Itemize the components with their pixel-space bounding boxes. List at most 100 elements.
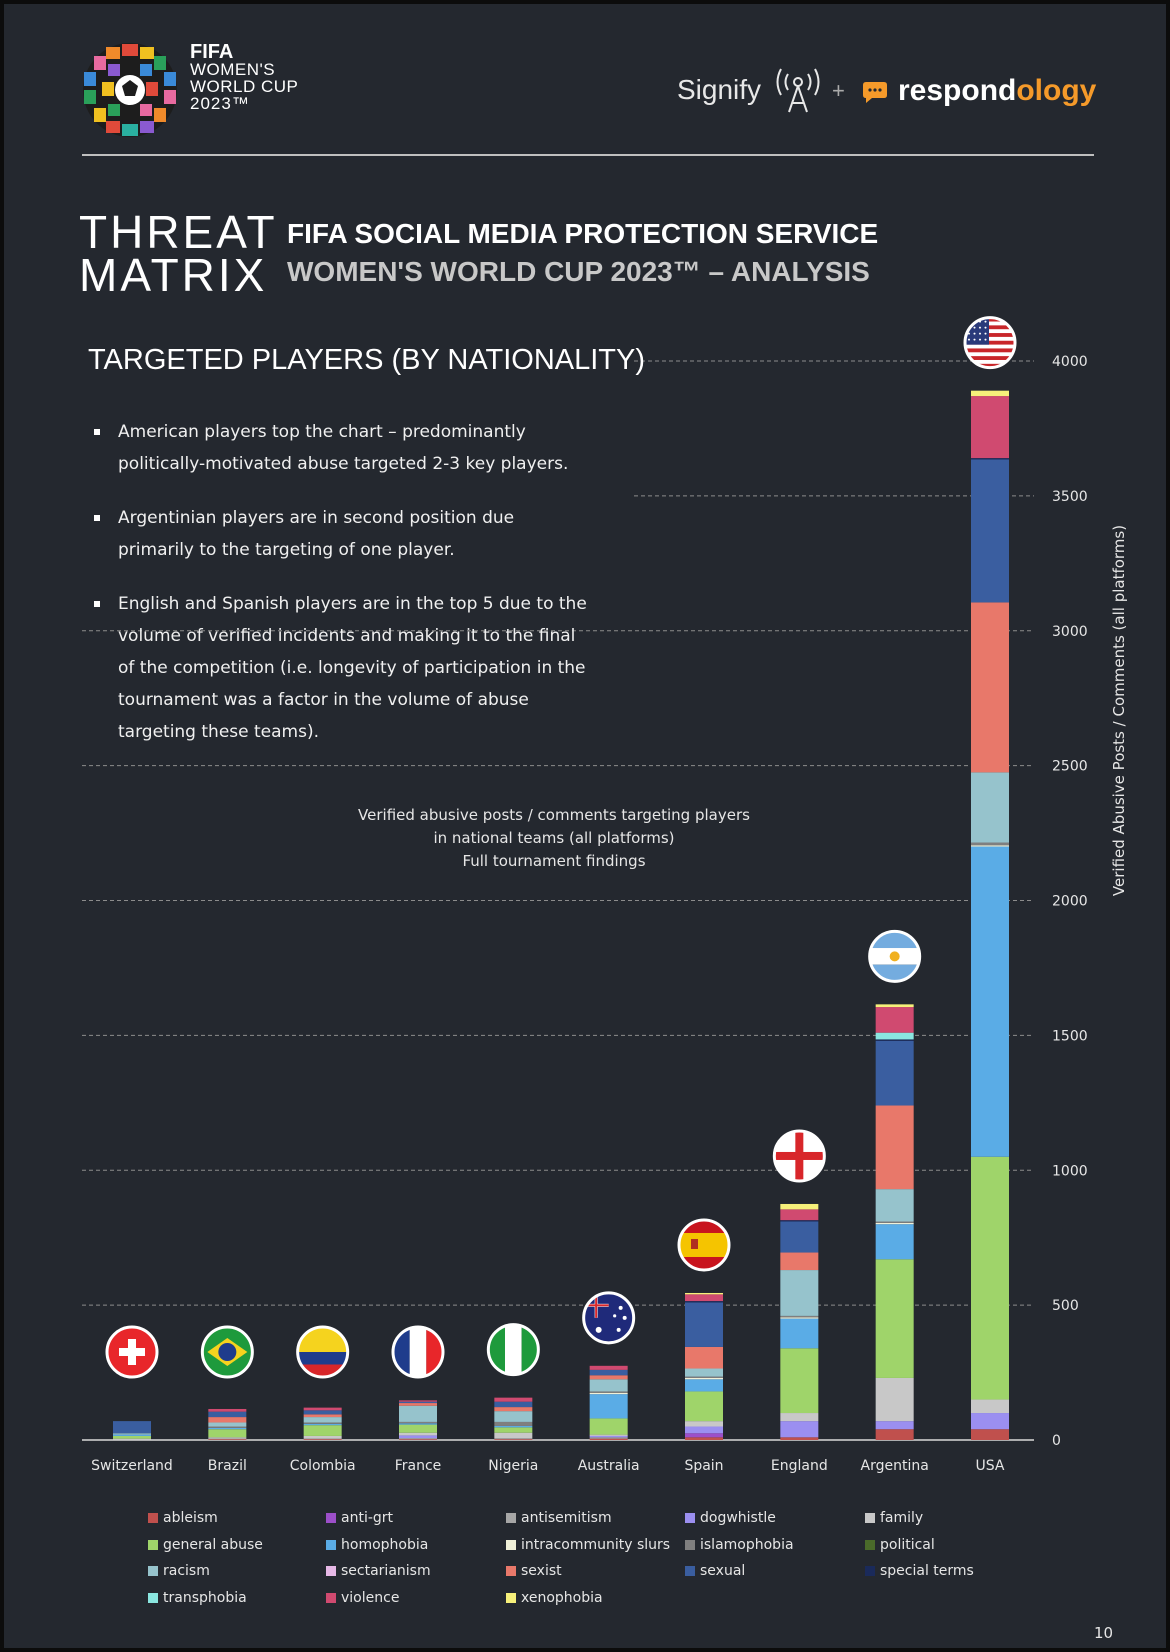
legend-label: islamophobia [700,1536,794,1553]
bar-segment [208,1408,247,1412]
legend-label: homophobia [341,1536,429,1553]
bar-segment [208,1411,247,1418]
section-heading: TARGETED PLAYERS (BY NATIONALITY) [88,344,646,376]
bar-segment [971,772,1009,843]
bar-segment [780,1220,819,1222]
bar-segment [875,1259,914,1378]
legend-swatch [506,1592,516,1603]
bar-segment [971,396,1009,459]
bar-segment [399,1439,437,1440]
bar-segment [589,1418,628,1435]
australia-flag-icon [582,1291,636,1345]
bar-segment [589,1438,628,1440]
bar-segment [685,1433,723,1438]
bar-segment [780,1413,819,1422]
bar-segment [303,1425,342,1436]
legend-label: intracommunity slurs [521,1536,671,1553]
bar-segment [685,1292,723,1295]
page-number: 10 [1094,1624,1114,1642]
respondology-chat-icon [863,82,887,103]
bar-segment [399,1400,437,1402]
threat-matrix-logo-line2: MATRIX [79,249,268,301]
fifa-logo-line1: FIFA [190,41,234,63]
bar-segment [875,1189,914,1222]
signify-logo: Signify [677,74,762,105]
bar-segment [399,1405,437,1422]
chart-caption-line3: Full tournament findings [462,852,646,870]
chart-caption: Verified abusive posts / comments target… [304,804,804,873]
x-tick-label: USA [976,1458,1005,1474]
legend-swatch [865,1513,875,1523]
bar-segment [875,1222,914,1225]
bar-segment [971,458,1009,460]
legend-swatch [506,1539,516,1550]
legend-swatch [148,1592,158,1603]
bar-segment [780,1270,819,1316]
bar-segment [971,390,1009,397]
respondology-logo-accent: ology [1016,74,1097,107]
finding-text: English and Spanish players are in the t… [118,594,587,742]
bar-segment [780,1317,819,1319]
x-tick-label: Australia [578,1458,640,1474]
legend-label: sectarianism [341,1563,431,1579]
service-subtitle: WOMEN'S WORLD CUP 2023™ – ANALYSIS [287,256,870,287]
y-tick-label: 2000 [1052,894,1088,910]
bar-segment [780,1348,819,1414]
finding-item: English and Spanish players are in the t… [92,588,592,748]
bar-segment [971,1413,1009,1430]
header-logos: FIFA WOMEN'S WORLD CUP 2023™ Signify + r… [4,4,1166,154]
legend-label: sexual [700,1563,746,1579]
bar-segment [875,1105,914,1190]
chart-legend: ableism anti-grt antisemitism dogwhistle fam… [148,1508,1068,1618]
legend-swatch [326,1566,336,1576]
respondology-logo: respondology [898,74,1096,108]
legend-label: antisemitism [521,1510,612,1526]
usa-flag-icon [963,316,1017,370]
bar-segment [685,1391,723,1422]
bar-segment [685,1437,723,1440]
y-tick-label: 3000 [1052,624,1088,640]
fifa-logo-line2: WOMEN'S [190,60,276,79]
bar-segment [399,1435,437,1439]
bar-segment [589,1375,628,1380]
legend-label: dogwhistle [700,1510,776,1526]
y-axis-title: Verified Abusive Posts / Comments (all p… [1110,525,1128,896]
bar-segment [971,845,1009,847]
legend-label: political [880,1536,935,1553]
legend-label: special terms [880,1563,974,1579]
bar-segment [685,1426,723,1434]
bar-segment [971,1399,1009,1414]
bar-segment [589,1435,628,1438]
chart-caption-line2: in national teams (all platforms) [433,829,675,847]
findings-list: American players top the chart – predomi… [92,416,592,770]
bar-segment [494,1407,533,1412]
bar-segment [303,1423,342,1426]
x-tick-label: France [395,1458,442,1474]
y-tick-label: 2500 [1052,759,1088,775]
bar-segment [589,1392,628,1395]
spain-flag-icon [677,1218,731,1272]
chart-caption-line1: Verified abusive posts / comments target… [358,806,750,824]
bar-segment [685,1301,723,1303]
legend-swatch [685,1566,695,1576]
bar-segment [494,1425,533,1428]
bar-segment [875,1004,914,1008]
bar-segment [971,1429,1009,1440]
y-tick-label: 3500 [1052,489,1088,505]
legend-swatch [148,1513,158,1523]
bar-segment [780,1209,819,1221]
nigeria-flag-icon [486,1323,540,1377]
bar-segment [780,1421,819,1438]
bar-segment [113,1433,151,1435]
bar-segment [875,1377,914,1422]
bar-segment [685,1368,723,1377]
y-tick-label: 1000 [1052,1163,1088,1179]
legend-swatch [865,1566,875,1576]
stacked-bar-chart: 0 500 1000 1500 2000 2500 3000 3500 4000 Verified… [82,316,1128,1474]
bar-segment [780,1437,819,1440]
bar-segment [875,1421,914,1430]
bar-segment [589,1394,628,1419]
bar-segment [399,1432,437,1436]
bar-segment [685,1376,723,1378]
